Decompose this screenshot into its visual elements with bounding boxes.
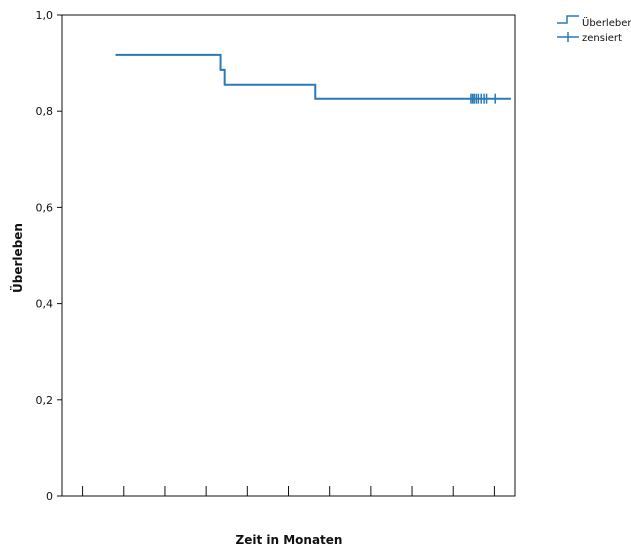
y-tick-label: 0,4 [36, 298, 54, 311]
x-axis-title: Zeit in Monaten [236, 533, 343, 547]
y-tick-label: 0 [46, 490, 53, 503]
y-axis: 0 0,2 0,4 0,6 0,8 1,0 [36, 9, 62, 503]
y-tick-label: 1,0 [36, 9, 54, 22]
series-layer [115, 53, 511, 104]
legend-step-line-icon [557, 15, 579, 24]
plot-area: 0 0,2 0,4 0,6 0,8 1,0 [36, 9, 516, 503]
y-tick-label: 0,8 [36, 105, 54, 118]
legend-label-survival: Überleben [582, 16, 631, 29]
legend-label-censored: zensiert [582, 33, 622, 44]
x-axis [82, 486, 495, 496]
legend-plus-icon [557, 32, 579, 42]
survival-step-line [115, 53, 511, 100]
y-axis-title: Überleben [10, 223, 25, 293]
legend: Überleben zensiert [557, 15, 631, 44]
y-tick-label: 0,6 [36, 201, 54, 214]
y-tick-label: 0,2 [36, 394, 54, 407]
